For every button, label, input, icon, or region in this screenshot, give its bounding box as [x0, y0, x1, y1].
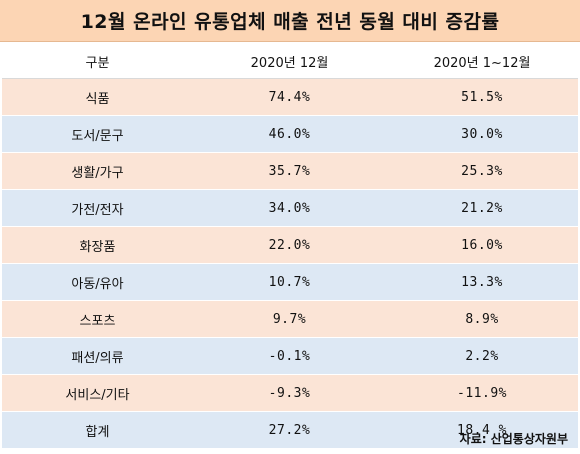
column-header-category: 구분: [2, 44, 193, 79]
table-row: 화장품 22.0% 16.0%: [2, 226, 578, 264]
table-row: 합계 27.2% 18.4 %: [2, 411, 578, 449]
cell-december-value: -9.3%: [193, 374, 386, 412]
cell-annual-value: 18.4 %: [386, 411, 578, 449]
row-label: 도서/문구: [2, 115, 193, 153]
table-row: 도서/문구 46.0% 30.0%: [2, 115, 578, 153]
data-table: 구분 2020년 12월 2020년 1~12월 식품 74.4% 51.5% 도서/…: [2, 44, 578, 449]
table-row: 서비스/기타 -9.3% -11.9%: [2, 374, 578, 412]
header-row: 구분 2020년 12월 2020년 1~12월: [2, 44, 578, 79]
row-label: 서비스/기타: [2, 374, 193, 412]
cell-annual-value: 21.2%: [386, 189, 578, 227]
cell-december-value: 46.0%: [193, 115, 386, 153]
cell-december-value: 35.7%: [193, 152, 386, 190]
cell-december-value: 22.0%: [193, 226, 386, 264]
row-label: 아동/유아: [2, 263, 193, 301]
cell-december-value: 74.4%: [193, 78, 386, 116]
row-label: 패션/의류: [2, 337, 193, 375]
row-label: 생활/가구: [2, 152, 193, 190]
table-row: 패션/의류 -0.1% 2.2%: [2, 337, 578, 375]
table-title: 12월 온라인 유통업체 매출 전년 동월 대비 증감률: [0, 0, 580, 42]
cell-annual-value: 51.5%: [386, 78, 578, 116]
cell-december-value: 34.0%: [193, 189, 386, 227]
table-row: 식품 74.4% 51.5%: [2, 78, 578, 116]
cell-december-value: 9.7%: [193, 300, 386, 338]
table-row: 생활/가구 35.7% 25.3%: [2, 152, 578, 190]
cell-annual-value: -11.9%: [386, 374, 578, 412]
cell-december-value: -0.1%: [193, 337, 386, 375]
row-label: 스포츠: [2, 300, 193, 338]
row-label: 가전/전자: [2, 189, 193, 227]
cell-december-value: 10.7%: [193, 263, 386, 301]
cell-annual-value: 16.0%: [386, 226, 578, 264]
cell-december-value: 27.2%: [193, 411, 386, 449]
cell-annual-value: 2.2%: [386, 337, 578, 375]
source-note: 자료: 산업통상자원부: [459, 432, 568, 446]
cell-annual-value: 30.0%: [386, 115, 578, 153]
column-header-annual: 2020년 1~12월: [386, 44, 578, 79]
table-row: 가전/전자 34.0% 21.2%: [2, 189, 578, 227]
row-label: 식품: [2, 78, 193, 116]
column-header-december: 2020년 12월: [193, 44, 386, 79]
table-row: 스포츠 9.7% 8.9%: [2, 300, 578, 338]
cell-annual-value: 25.3%: [386, 152, 578, 190]
cell-annual-value: 13.3%: [386, 263, 578, 301]
cell-annual-value: 8.9%: [386, 300, 578, 338]
table-row: 아동/유아 10.7% 13.3%: [2, 263, 578, 301]
row-label: 화장품: [2, 226, 193, 264]
row-label: 합계: [2, 411, 193, 449]
